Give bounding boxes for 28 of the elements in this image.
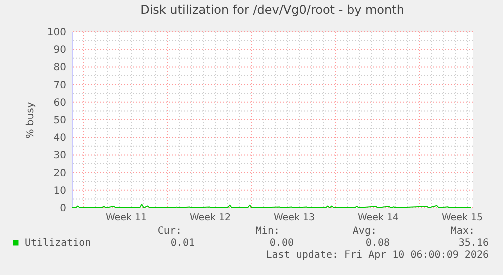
text: Max: [450,226,475,237]
y-tick-label: 70 [54,80,66,92]
y-tick-label: 0 [60,204,66,214]
text: Last update: Fri Apr 10 06:00:09 2026 [266,250,489,261]
y-tick-label: 50 [54,116,66,126]
x-tick-label: Week 13 [274,212,316,224]
x-tick-label: Week 14 [358,212,400,224]
text: 0.00 [270,238,294,249]
x-tick-label: Week 15 [442,212,484,224]
y-tick-label: 80 [54,62,66,74]
y-tick-label: 40 [54,133,66,144]
text: 35.16 [458,238,489,249]
legend-label: Utilization [25,238,92,249]
y-tick-label: 100 [47,28,66,38]
x-tick-label: Week 11 [106,212,148,224]
text: Avg: [352,226,377,237]
y-tick-label: 90 [54,45,66,56]
text: 0.01 [170,238,195,249]
text: Cur: [158,226,182,237]
x-tick-label: Week 12 [190,212,232,224]
y-tick-label: 10 [54,186,66,197]
y-tick-label: 20 [54,168,66,180]
y-tick-label: 30 [54,150,66,162]
text: 0.08 [366,238,390,249]
y-tick-label: 60 [54,98,66,109]
text: Min: [256,226,280,237]
chart-title: Disk utilization for /dev/Vg0/root - by month [140,3,404,17]
y-axis-title: % busy [25,102,36,139]
